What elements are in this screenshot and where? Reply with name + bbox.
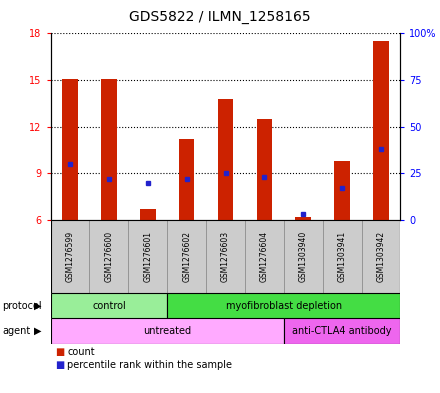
Text: GSM1276601: GSM1276601 — [143, 231, 152, 282]
Text: GSM1303940: GSM1303940 — [299, 231, 308, 282]
Bar — [245, 220, 284, 293]
Bar — [140, 209, 156, 220]
Bar — [128, 220, 167, 293]
Text: percentile rank within the sample: percentile rank within the sample — [67, 360, 232, 371]
Text: untreated: untreated — [143, 326, 191, 336]
Text: ▶: ▶ — [33, 301, 41, 310]
Text: myofibroblast depletion: myofibroblast depletion — [226, 301, 342, 310]
Bar — [218, 99, 233, 220]
Bar — [167, 293, 400, 318]
Bar — [89, 220, 128, 293]
Text: GSM1276603: GSM1276603 — [221, 231, 230, 282]
Bar — [257, 119, 272, 220]
Bar — [51, 293, 167, 318]
Bar — [373, 41, 389, 220]
Text: GSM1276602: GSM1276602 — [182, 231, 191, 282]
Bar — [206, 220, 245, 293]
Bar — [101, 79, 117, 220]
Text: agent: agent — [2, 326, 30, 336]
Bar — [284, 220, 323, 293]
Bar — [167, 220, 206, 293]
Text: ■: ■ — [55, 347, 64, 357]
Text: ■: ■ — [55, 360, 64, 371]
Bar — [362, 220, 400, 293]
Text: protocol: protocol — [2, 301, 42, 310]
Text: anti-CTLA4 antibody: anti-CTLA4 antibody — [292, 326, 392, 336]
Bar — [334, 161, 350, 220]
Text: ▶: ▶ — [33, 326, 41, 336]
Text: GSM1303941: GSM1303941 — [337, 231, 347, 282]
Text: GSM1276600: GSM1276600 — [104, 231, 114, 282]
Bar — [51, 220, 89, 293]
Bar — [62, 79, 78, 220]
Bar — [179, 139, 194, 220]
Bar — [296, 217, 311, 220]
Text: GDS5822 / ILMN_1258165: GDS5822 / ILMN_1258165 — [129, 10, 311, 24]
Text: control: control — [92, 301, 126, 310]
Text: GSM1276604: GSM1276604 — [260, 231, 269, 282]
Text: count: count — [67, 347, 95, 357]
Text: GSM1303942: GSM1303942 — [377, 231, 385, 282]
Bar — [323, 220, 362, 293]
Bar — [51, 318, 284, 344]
Bar — [284, 318, 400, 344]
Text: GSM1276599: GSM1276599 — [66, 231, 74, 282]
